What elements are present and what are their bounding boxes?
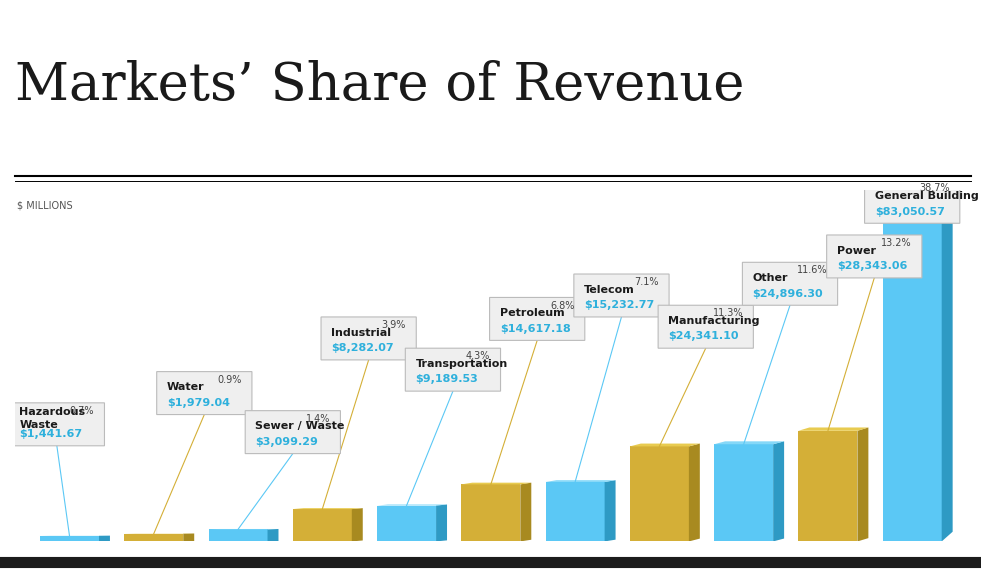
Bar	[377, 506, 437, 541]
FancyBboxPatch shape	[574, 274, 669, 317]
Bar	[40, 536, 99, 541]
Text: Markets’ Share of Revenue: Markets’ Share of Revenue	[15, 60, 745, 112]
Text: SOURCE: ENR: SOURCE: ENR	[15, 560, 86, 570]
Polygon shape	[461, 483, 532, 484]
Text: Other: Other	[752, 273, 788, 283]
Text: $15,232.77: $15,232.77	[584, 300, 654, 310]
Polygon shape	[99, 536, 110, 541]
Polygon shape	[268, 529, 279, 541]
FancyBboxPatch shape	[864, 180, 959, 223]
Bar	[461, 484, 520, 541]
Text: $1,979.04: $1,979.04	[167, 398, 230, 408]
Polygon shape	[604, 480, 615, 541]
FancyBboxPatch shape	[321, 317, 416, 360]
Text: 3.9%: 3.9%	[382, 320, 406, 330]
Polygon shape	[857, 427, 868, 541]
Polygon shape	[352, 508, 363, 541]
Text: 11.6%: 11.6%	[797, 266, 828, 275]
Text: $ MILLIONS: $ MILLIONS	[18, 200, 73, 211]
Text: Water: Water	[167, 382, 204, 392]
Text: 4.3%: 4.3%	[466, 351, 490, 361]
Bar	[799, 431, 857, 541]
Text: 0.7%: 0.7%	[70, 406, 94, 416]
Text: $24,341.10: $24,341.10	[668, 331, 739, 342]
Text: $24,896.30: $24,896.30	[752, 289, 823, 298]
Polygon shape	[520, 483, 532, 541]
Text: Power: Power	[837, 245, 876, 256]
Polygon shape	[773, 441, 784, 541]
Bar	[545, 482, 604, 541]
Text: 7.1%: 7.1%	[635, 277, 659, 287]
Polygon shape	[883, 207, 953, 217]
Bar	[292, 509, 352, 541]
FancyBboxPatch shape	[743, 262, 838, 305]
Text: $14,617.18: $14,617.18	[499, 324, 570, 334]
Text: $83,050.57: $83,050.57	[875, 207, 945, 217]
FancyBboxPatch shape	[658, 305, 753, 348]
Text: 6.8%: 6.8%	[550, 301, 575, 310]
Text: Sewer / Waste: Sewer / Waste	[255, 421, 344, 431]
Polygon shape	[689, 444, 699, 541]
Text: 13.2%: 13.2%	[881, 238, 911, 248]
FancyBboxPatch shape	[490, 297, 585, 340]
Text: 38.7%: 38.7%	[919, 183, 950, 194]
Text: 0.9%: 0.9%	[218, 375, 242, 385]
Text: Industrial: Industrial	[332, 328, 391, 338]
Text: $9,189.53: $9,189.53	[415, 374, 478, 384]
Text: $1,441.67: $1,441.67	[20, 429, 82, 439]
Text: $8,282.07: $8,282.07	[332, 343, 393, 353]
Polygon shape	[942, 207, 953, 541]
Polygon shape	[377, 505, 447, 506]
Text: Petroleum: Petroleum	[499, 308, 564, 318]
Text: 11.3%: 11.3%	[713, 308, 744, 319]
Polygon shape	[437, 505, 447, 541]
FancyBboxPatch shape	[9, 403, 104, 446]
Bar	[125, 534, 183, 541]
FancyBboxPatch shape	[827, 235, 922, 278]
Bar	[630, 446, 689, 541]
Text: Manufacturing: Manufacturing	[668, 316, 759, 326]
Text: $28,343.06: $28,343.06	[837, 261, 907, 271]
Polygon shape	[714, 441, 784, 444]
Polygon shape	[630, 444, 699, 446]
Polygon shape	[292, 508, 363, 509]
FancyBboxPatch shape	[405, 348, 500, 391]
Bar	[209, 529, 268, 541]
Polygon shape	[183, 533, 194, 541]
Text: $3,099.29: $3,099.29	[255, 437, 318, 447]
Polygon shape	[545, 480, 615, 482]
Text: 1.4%: 1.4%	[306, 414, 331, 424]
Text: Transportation: Transportation	[415, 359, 508, 369]
Bar	[883, 217, 942, 541]
Polygon shape	[799, 427, 868, 431]
Text: Telecom: Telecom	[584, 285, 635, 295]
FancyBboxPatch shape	[157, 372, 252, 415]
Bar	[714, 444, 773, 541]
Text: General Building: General Building	[875, 191, 978, 201]
FancyBboxPatch shape	[245, 411, 340, 454]
Text: Hazardous
Waste: Hazardous Waste	[20, 407, 85, 430]
